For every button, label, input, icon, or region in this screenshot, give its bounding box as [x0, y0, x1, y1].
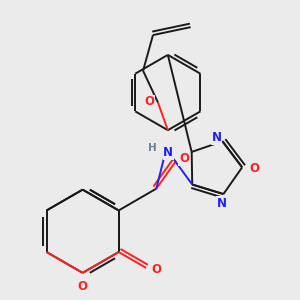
Text: O: O: [179, 152, 189, 165]
Text: H: H: [148, 143, 157, 153]
Text: N: N: [212, 131, 222, 144]
Text: N: N: [216, 197, 226, 210]
Text: N: N: [163, 146, 173, 159]
Text: O: O: [151, 263, 161, 276]
Text: O: O: [249, 162, 259, 175]
Text: O: O: [78, 280, 88, 293]
Text: O: O: [144, 95, 154, 109]
